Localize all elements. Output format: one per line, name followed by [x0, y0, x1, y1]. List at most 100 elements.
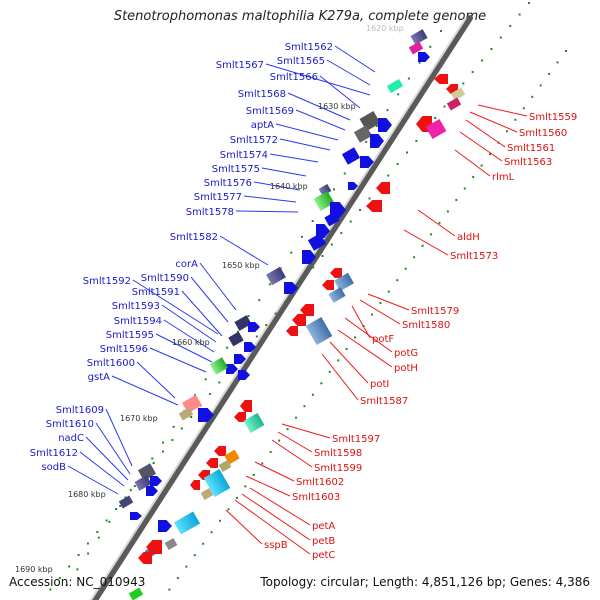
reverse-gene-arrow — [146, 540, 162, 554]
forward-strand-genes — [118, 29, 430, 600]
gc-dot — [115, 508, 118, 510]
gc-dot — [490, 48, 493, 50]
forward-gene-label: gstA — [88, 372, 110, 383]
forward-callout-line — [275, 123, 339, 141]
reverse-callout-line — [254, 461, 295, 482]
forward-gene-label: Smlt1567 — [216, 60, 264, 71]
gc-dot — [300, 235, 303, 238]
reverse-gene-label: Smlt1561 — [507, 143, 555, 154]
forward-callout-line — [181, 290, 223, 337]
reverse-gene-label: Smlt1597 — [332, 434, 380, 445]
forward-gene-label: Smlt1600 — [87, 358, 135, 369]
gc-dot — [268, 283, 271, 286]
reverse-callout-line — [249, 487, 311, 526]
gc-dot — [119, 505, 122, 507]
gc-dot — [333, 188, 336, 191]
scale-label: 1650 kbp — [222, 261, 260, 270]
gc-dot — [337, 359, 340, 362]
forward-callout-line — [163, 319, 215, 353]
forward-callout-line — [85, 436, 129, 481]
reverse-callout-line — [271, 439, 313, 468]
gc-dot — [489, 153, 492, 156]
forward-gene-block — [324, 211, 340, 227]
gc-dot — [365, 140, 368, 143]
gc-dot — [265, 324, 268, 326]
gc-dot — [379, 302, 382, 305]
forward-callout-line — [190, 276, 229, 323]
forward-callout-line — [326, 59, 371, 86]
gc-dot — [368, 197, 371, 200]
gc-dot — [86, 542, 89, 545]
forward-gene-arrow — [370, 134, 384, 148]
forward-gene-label: nadC — [58, 433, 84, 444]
reverse-gene-arrow — [376, 182, 390, 194]
gc-dot — [421, 244, 424, 247]
gc-dot — [219, 519, 222, 522]
gc-dot — [255, 335, 258, 338]
forward-gene-labels: Smlt1562 Smlt1565 Smlt1567 Smlt1566 Smlt1568… — [30, 42, 333, 473]
forward-gene-label: Smlt1590 — [141, 273, 189, 284]
forward-callout-line — [105, 408, 133, 467]
forward-gene-arrow — [234, 354, 246, 364]
gc-dot — [438, 221, 441, 224]
forward-gene-label: Smlt1576 — [204, 178, 252, 189]
reverse-gene-label: Smlt1603 — [292, 492, 340, 503]
forward-gene-arrow — [248, 322, 260, 332]
forward-callout-line — [136, 361, 176, 399]
forward-gene-arrow — [198, 408, 214, 422]
gc-dot — [194, 394, 197, 397]
reverse-gene-block — [305, 316, 333, 346]
forward-callout-line — [155, 333, 213, 363]
forward-gene-label: Smlt1593 — [112, 301, 160, 312]
gc-dot — [321, 255, 324, 257]
scale-label: 1680 kbp — [68, 490, 106, 499]
scale-label: 1670 kbp — [120, 414, 158, 423]
reverse-gene-block — [450, 87, 466, 101]
forward-gene-label: Smlt1610 — [46, 419, 94, 430]
forward-gene-block — [408, 41, 424, 55]
gc-dot — [303, 405, 306, 408]
gc-dot — [480, 164, 483, 167]
reverse-gene-label: petB — [312, 536, 335, 547]
reverse-gene-block — [243, 412, 265, 434]
gc-dot — [430, 233, 432, 236]
gc-dot — [172, 425, 175, 428]
reverse-callout-line — [329, 341, 369, 384]
forward-gene-label: Smlt1592 — [83, 276, 131, 287]
forward-gene-label: Smlt1595 — [106, 330, 154, 341]
gc-dot — [133, 485, 136, 487]
forward-gene-block — [410, 29, 428, 45]
reverse-gene-arrow — [190, 480, 200, 490]
reverse-gene-block — [328, 287, 346, 303]
gc-dot — [208, 393, 211, 395]
gc-dot — [105, 519, 108, 522]
gc-dot — [509, 25, 512, 27]
forward-gene-label: Smlt1596 — [100, 344, 148, 355]
gc-dot — [387, 290, 390, 293]
reverse-gene-arrow — [138, 552, 152, 564]
forward-gene-block — [359, 110, 381, 132]
gc-dot — [65, 584, 68, 587]
forward-gene-block — [134, 475, 152, 491]
forward-gene-block — [307, 233, 327, 251]
forward-gene-label: Smlt1609 — [56, 405, 104, 416]
gc-dot — [180, 427, 183, 430]
forward-gene-label: corA — [175, 259, 198, 270]
gc-dot — [274, 312, 277, 315]
gc-dot — [227, 508, 230, 511]
forward-callout-line — [253, 181, 301, 191]
gc-dot — [87, 552, 90, 555]
gc-dot — [499, 36, 502, 39]
forward-gene-label: Smlt1566 — [270, 72, 318, 83]
gc-dot — [49, 588, 52, 591]
gc-dot — [514, 118, 517, 121]
gc-dot — [539, 84, 542, 87]
reverse-gene-label: petC — [312, 550, 335, 561]
scale-label: 1630 kbp — [318, 102, 356, 111]
forward-callout-line — [95, 422, 131, 475]
forward-gene-label: Smlt1569 — [246, 106, 294, 117]
reverse-gene-label: Smlt1602 — [296, 477, 344, 488]
reverse-gene-arrow — [234, 412, 246, 422]
reverse-callout-line — [245, 475, 291, 497]
gc-dot — [440, 30, 442, 32]
